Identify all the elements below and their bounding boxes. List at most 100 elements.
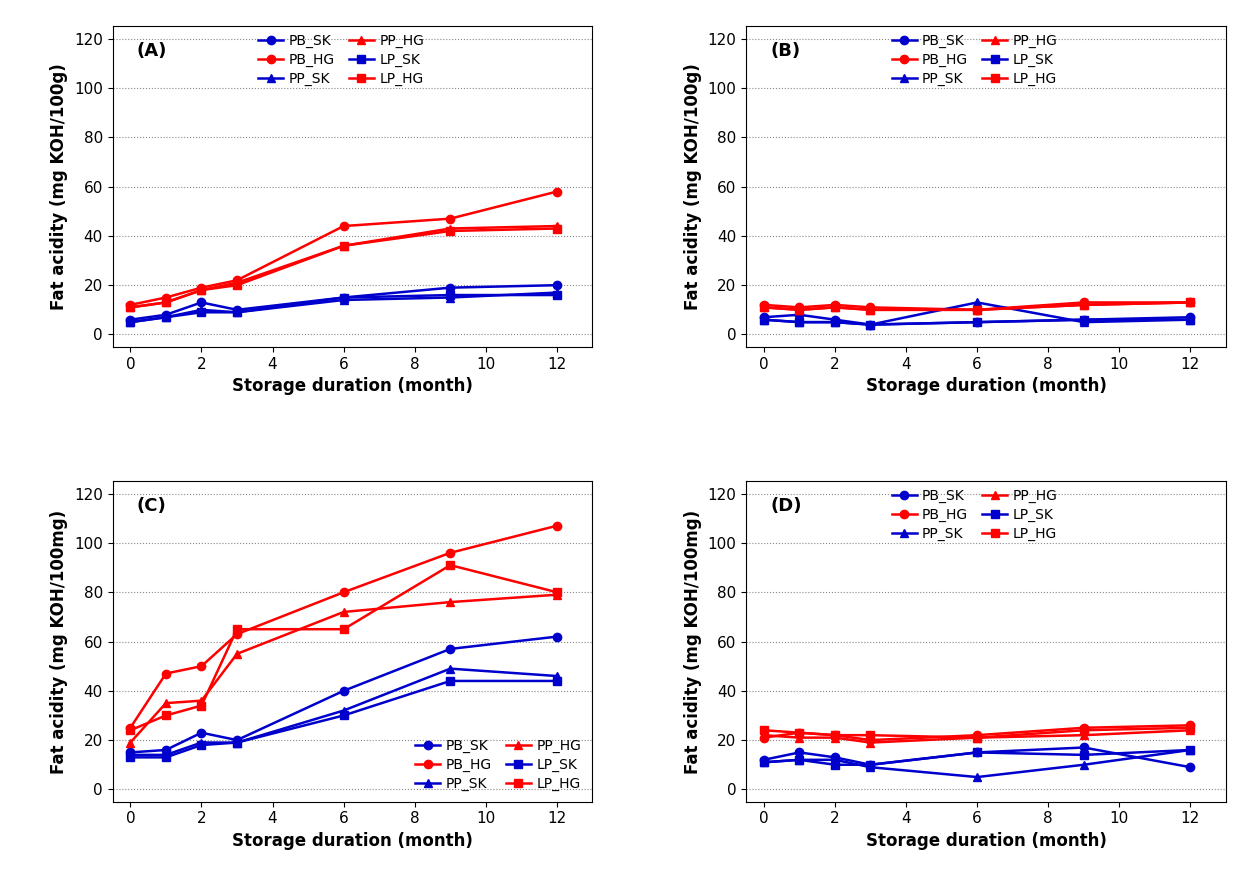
LP_HG xyxy=(549,587,564,597)
PP_SK xyxy=(1076,759,1091,770)
LP_SK xyxy=(123,752,138,763)
PP_SK xyxy=(1076,317,1091,328)
PP_SK xyxy=(337,706,352,716)
PP_HG xyxy=(863,305,878,315)
PB_HG xyxy=(1183,720,1198,730)
Legend: PB_SK, PB_HG, PP_SK, PP_HG, LP_SK, LP_HG: PB_SK, PB_HG, PP_SK, PP_HG, LP_SK, LP_HG xyxy=(887,485,1062,545)
PP_SK xyxy=(123,750,138,760)
Line: PP_SK: PP_SK xyxy=(126,288,562,326)
Line: PB_SK: PB_SK xyxy=(126,281,562,324)
Line: PP_HG: PP_HG xyxy=(126,222,562,312)
LP_HG xyxy=(863,729,878,740)
LP_SK xyxy=(792,317,807,328)
PB_HG xyxy=(549,521,564,531)
LP_HG xyxy=(337,241,352,251)
LP_SK xyxy=(792,754,807,765)
PP_SK xyxy=(863,319,878,329)
PP_HG xyxy=(863,737,878,748)
PB_SK xyxy=(229,305,244,315)
PB_HG xyxy=(1183,297,1198,307)
LP_HG xyxy=(123,725,138,736)
Line: LP_SK: LP_SK xyxy=(759,746,1195,769)
PP_SK xyxy=(443,292,458,303)
Line: PP_HG: PP_HG xyxy=(759,299,1195,314)
LP_SK xyxy=(757,315,772,325)
Line: PB_SK: PB_SK xyxy=(759,311,1195,329)
PP_HG xyxy=(827,732,842,743)
Line: LP_HG: LP_HG xyxy=(126,561,562,735)
PP_SK xyxy=(194,305,209,315)
PB_HG xyxy=(792,302,807,313)
PP_SK xyxy=(549,287,564,298)
PB_HG xyxy=(123,300,138,310)
PB_SK xyxy=(827,315,842,325)
LP_HG xyxy=(1076,300,1091,310)
PB_HG xyxy=(159,292,174,303)
PB_SK xyxy=(337,685,352,696)
PP_HG xyxy=(194,695,209,706)
PB_HG xyxy=(229,275,244,285)
PP_SK xyxy=(792,754,807,765)
PP_HG xyxy=(549,221,564,232)
PB_SK xyxy=(1183,762,1198,773)
PP_HG xyxy=(792,305,807,315)
Legend: PB_SK, PB_HG, PP_SK, PP_HG, LP_SK, LP_HG: PB_SK, PB_HG, PP_SK, PP_HG, LP_SK, LP_HG xyxy=(887,30,1062,91)
Legend: PB_SK, PB_HG, PP_SK, PP_HG, LP_SK, LP_HG: PB_SK, PB_HG, PP_SK, PP_HG, LP_SK, LP_HG xyxy=(412,734,585,795)
PP_HG xyxy=(792,732,807,743)
Line: PB_HG: PB_HG xyxy=(126,522,562,732)
PB_SK xyxy=(1183,312,1198,322)
PP_HG xyxy=(1076,729,1091,740)
LP_HG xyxy=(757,725,772,736)
Line: PP_HG: PP_HG xyxy=(126,590,562,747)
X-axis label: Storage duration (month): Storage duration (month) xyxy=(233,832,473,850)
Line: PB_SK: PB_SK xyxy=(126,633,562,757)
PP_HG xyxy=(757,302,772,313)
PB_SK xyxy=(229,735,244,745)
LP_HG xyxy=(970,305,985,315)
PP_SK xyxy=(970,297,985,307)
PB_HG xyxy=(443,547,458,558)
Line: PB_HG: PB_HG xyxy=(759,299,1195,314)
PP_HG xyxy=(970,732,985,743)
PP_HG xyxy=(1076,300,1091,310)
PB_SK xyxy=(549,280,564,291)
Line: PB_SK: PB_SK xyxy=(759,744,1195,772)
PP_HG xyxy=(443,223,458,233)
PB_SK xyxy=(123,747,138,758)
LP_SK xyxy=(194,740,209,751)
PB_SK xyxy=(1076,742,1091,752)
LP_HG xyxy=(337,624,352,634)
PB_SK xyxy=(159,309,174,320)
PP_HG xyxy=(1183,297,1198,307)
Y-axis label: Fat acidity (mg KOH/100mg): Fat acidity (mg KOH/100mg) xyxy=(684,509,702,774)
PP_SK xyxy=(549,670,564,681)
PP_HG xyxy=(229,648,244,659)
PP_SK xyxy=(970,772,985,782)
LP_HG xyxy=(229,280,244,291)
PP_SK xyxy=(863,762,878,773)
X-axis label: Storage duration (month): Storage duration (month) xyxy=(866,377,1106,395)
PB_SK xyxy=(792,747,807,758)
PP_SK xyxy=(792,317,807,328)
PP_SK xyxy=(827,317,842,328)
PB_HG xyxy=(337,587,352,597)
LP_HG xyxy=(757,302,772,313)
Text: (D): (D) xyxy=(771,498,802,515)
PP_HG xyxy=(970,305,985,315)
Text: (C): (C) xyxy=(136,498,166,515)
X-axis label: Storage duration (month): Storage duration (month) xyxy=(233,377,473,395)
LP_SK xyxy=(1183,744,1198,755)
PB_HG xyxy=(549,186,564,196)
Text: (A): (A) xyxy=(136,42,166,61)
LP_HG xyxy=(549,223,564,233)
LP_SK xyxy=(1076,315,1091,325)
PB_SK xyxy=(970,747,985,758)
PP_SK xyxy=(1183,315,1198,325)
LP_SK xyxy=(337,292,352,303)
Line: LP_HG: LP_HG xyxy=(126,225,562,312)
LP_HG xyxy=(1183,722,1198,733)
PB_HG xyxy=(970,729,985,740)
LP_SK xyxy=(337,710,352,721)
PP_SK xyxy=(757,757,772,767)
PP_HG xyxy=(827,302,842,313)
